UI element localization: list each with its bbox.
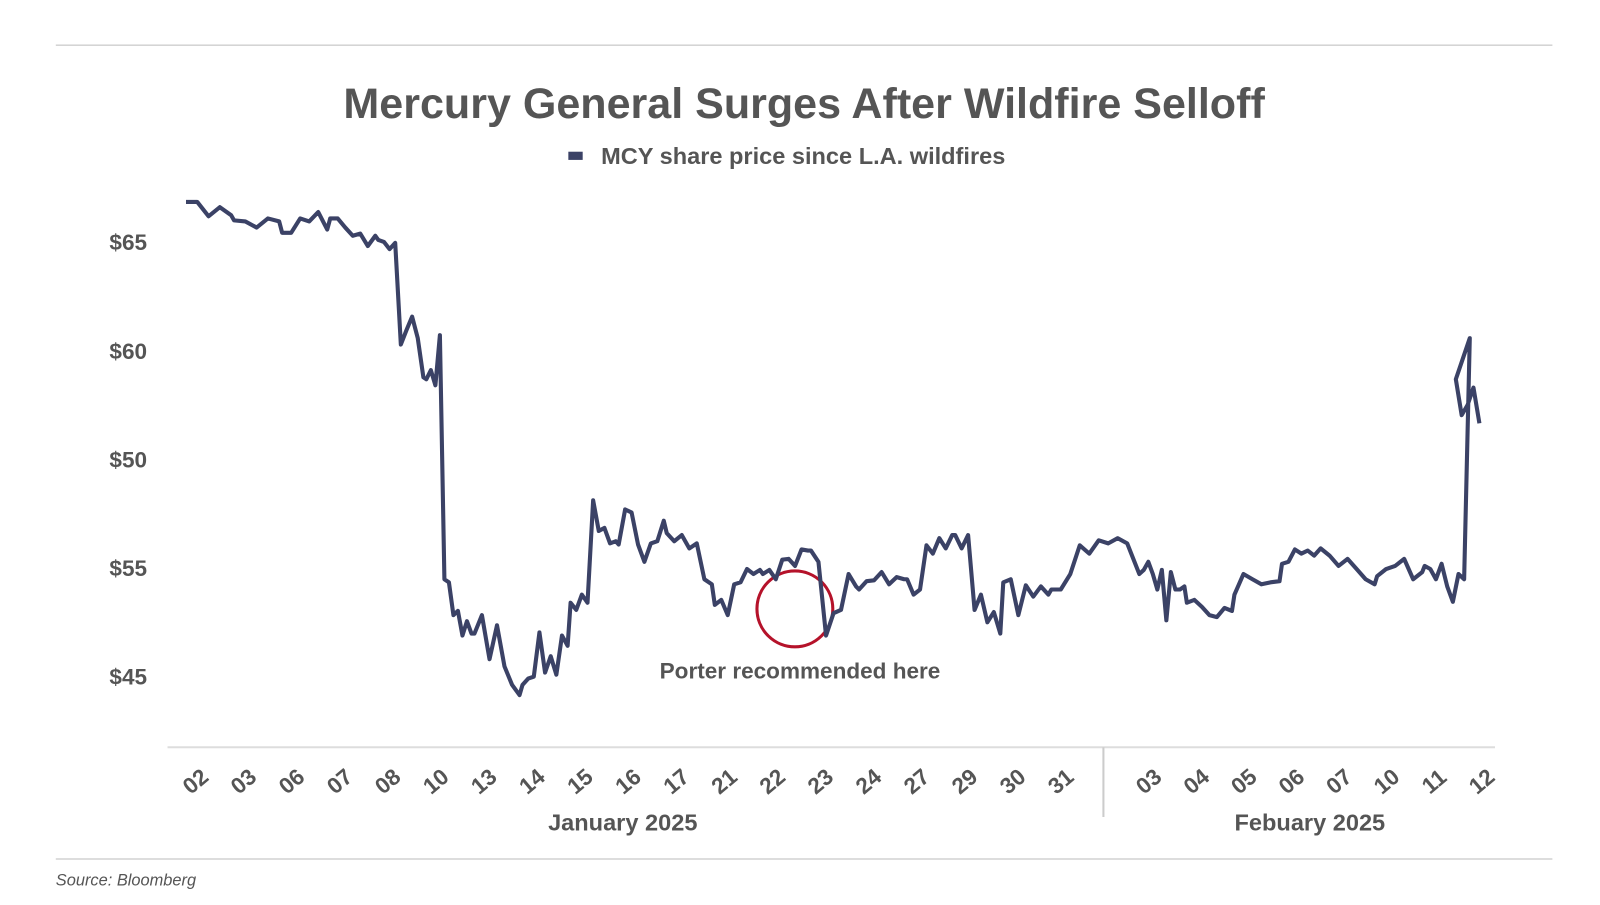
month-label: Febuary 2025	[1235, 809, 1386, 835]
month-label: January 2025	[548, 809, 697, 835]
x-tick-label: 10	[418, 764, 453, 799]
x-tick-label: 16	[611, 764, 646, 799]
x-tick-label: 05	[1226, 764, 1261, 799]
x-tick-label: 29	[947, 764, 982, 799]
annotation: Porter recommended here	[660, 659, 941, 684]
x-tick-label: 31	[1043, 764, 1078, 799]
x-tick-label: 07	[322, 764, 357, 799]
x-tick-label: 11	[1417, 764, 1451, 798]
y-tick-label: $60	[109, 339, 147, 364]
x-tick-label: 03	[226, 764, 261, 799]
x-tick-label: 07	[1321, 764, 1356, 799]
x-tick-label: 21	[707, 764, 742, 799]
x-tick-label: 12	[1464, 764, 1499, 799]
y-tick-label: $65	[109, 230, 147, 255]
x-tick-label: 10	[1369, 764, 1404, 799]
annotation-circle	[755, 569, 835, 649]
x-tick-label: 08	[370, 764, 405, 799]
x-tick-label: 03	[1131, 764, 1166, 799]
source: Source: Bloomberg	[56, 872, 196, 890]
x-tick-label: 06	[274, 764, 309, 799]
x-tick-label: 04	[1179, 764, 1215, 800]
x-tick-label: 24	[851, 764, 887, 800]
x-tick-label: 27	[899, 764, 934, 799]
x-tick-label: 02	[178, 764, 213, 799]
chart-title: Mercury General Surges After Wildfire Se…	[343, 80, 1265, 128]
legend-marker	[568, 151, 583, 160]
x-tick-label: 15	[562, 764, 597, 799]
x-tick-label: 22	[755, 764, 790, 799]
x-tick-label: 06	[1274, 764, 1309, 799]
x-tick-label: 30	[995, 764, 1030, 799]
x-tick-label: 14	[514, 764, 550, 800]
x-tick-label: 13	[466, 764, 501, 799]
y-tick-label: $55	[109, 556, 147, 581]
y-tick-label: $50	[109, 447, 147, 472]
y-tick-label: $45	[109, 665, 147, 690]
x-tick-label: 17	[659, 764, 694, 799]
price-line	[185, 199, 1482, 698]
legend-label: MCY share price since L.A. wildfires	[601, 143, 1005, 169]
x-tick-label: 23	[803, 764, 838, 799]
